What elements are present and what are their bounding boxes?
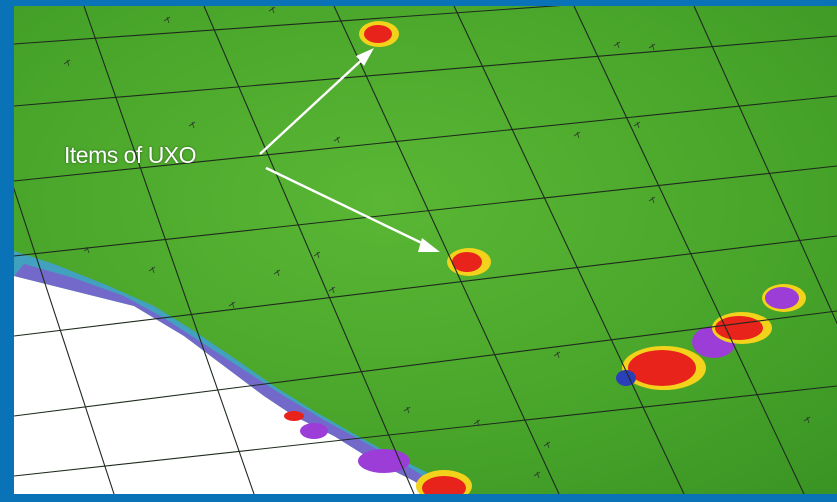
survey-grid <box>14 6 837 494</box>
anomaly-middle <box>447 248 491 276</box>
no-data-region <box>14 276 434 494</box>
callout-arrows <box>259 48 440 252</box>
anomaly-top <box>359 21 399 47</box>
magnetometer-survey-map <box>14 6 837 494</box>
uxo-callout-label: Items of UXO <box>64 142 197 168</box>
grid-markers <box>63 6 811 479</box>
